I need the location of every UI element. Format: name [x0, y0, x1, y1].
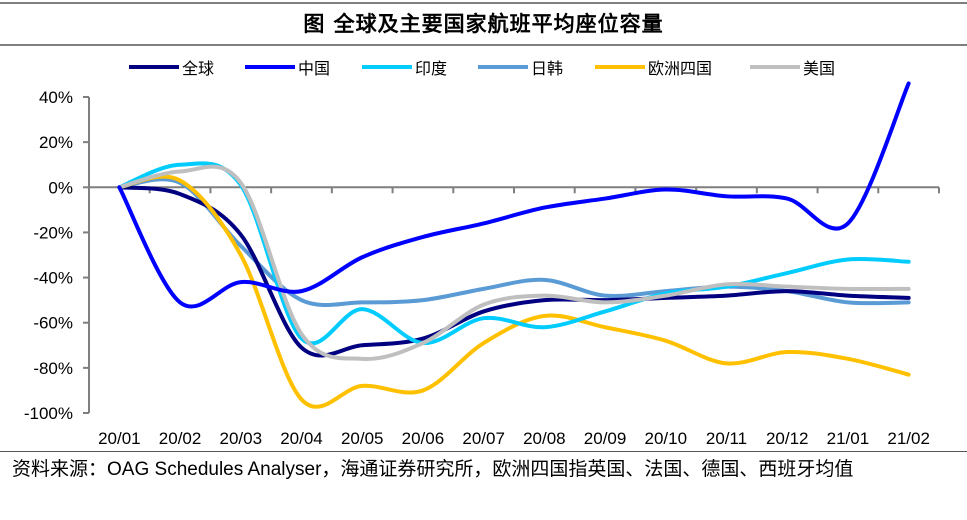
x-tick-label: 20/11	[706, 429, 747, 448]
source-name: OAG Schedules Analyser	[107, 459, 322, 480]
x-tick-label: 20/10	[645, 429, 688, 448]
source-rest: ，海通证券研究所，欧洲四国指英国、法国、德国、西班牙均值	[321, 458, 854, 480]
y-tick-label: -80%	[33, 359, 73, 378]
legend-item: 印度	[362, 56, 447, 78]
x-tick-label: 21/01	[827, 429, 870, 448]
x-tick-label: 20/02	[159, 429, 202, 448]
x-tick-label: 20/06	[402, 429, 445, 448]
y-tick-label: -60%	[33, 314, 73, 333]
x-tick-label: 21/02	[887, 429, 930, 448]
x-tick-label: 20/05	[341, 429, 384, 448]
series-line-5	[117, 174, 911, 409]
legend-label: 印度	[415, 59, 448, 78]
x-tick-label: 20/12	[766, 429, 809, 448]
y-tick-label: 0%	[48, 178, 73, 197]
legend-item: 欧洲四国	[595, 56, 712, 78]
legend-item: 美国	[750, 56, 835, 78]
legend-swatch	[362, 65, 412, 69]
legend-swatch	[595, 65, 645, 69]
series-line-1	[117, 185, 911, 358]
x-tick-label: 20/09	[584, 429, 627, 448]
y-tick-label: -100%	[24, 404, 73, 423]
legend-item: 中国	[245, 56, 330, 78]
legend-item: 日韩	[478, 56, 563, 78]
x-tick-label: 20/07	[462, 429, 505, 448]
legend-label: 美国	[803, 59, 836, 78]
source-rule	[0, 451, 967, 452]
x-tick-label: 20/04	[280, 429, 323, 448]
series-line-2	[117, 81, 911, 309]
legend-label: 中国	[298, 59, 331, 78]
legend-item: 全球	[129, 56, 214, 78]
y-tick-label: 20%	[39, 133, 73, 152]
source-prefix: 资料来源：	[12, 458, 108, 480]
legend-label: 全球	[182, 59, 215, 78]
y-tick-label: 40%	[39, 88, 73, 107]
chart-plot: 40% 20% 0% -20% -40% -60% -80% -100% 20/01 20/02 2…	[24, 81, 940, 448]
legend-label: 欧洲四国	[648, 59, 713, 78]
legend-swatch	[750, 65, 800, 69]
legend-swatch	[245, 65, 295, 69]
title-rule	[0, 44, 967, 46]
chart-title: 图 全球及主要国家航班平均座位容量	[303, 11, 664, 36]
y-tick-label: -20%	[33, 223, 73, 242]
legend-swatch	[478, 65, 528, 69]
x-tick-label: 20/01	[98, 429, 141, 448]
top-rule	[0, 2, 967, 4]
legend-label: 日韩	[531, 59, 564, 78]
x-tick-label: 20/03	[220, 429, 263, 448]
legend: 全球 中国 印度 日韩 欧洲四国 美国	[0, 56, 967, 78]
legend-swatch	[129, 65, 179, 69]
source-note: 资料来源：OAG Schedules Analyser，海通证券研究所，欧洲四国…	[12, 456, 957, 483]
y-tick-label: -40%	[33, 269, 73, 288]
series-line-6	[117, 164, 911, 361]
x-tick-label: 20/08	[523, 429, 566, 448]
series-line-4	[117, 177, 911, 307]
